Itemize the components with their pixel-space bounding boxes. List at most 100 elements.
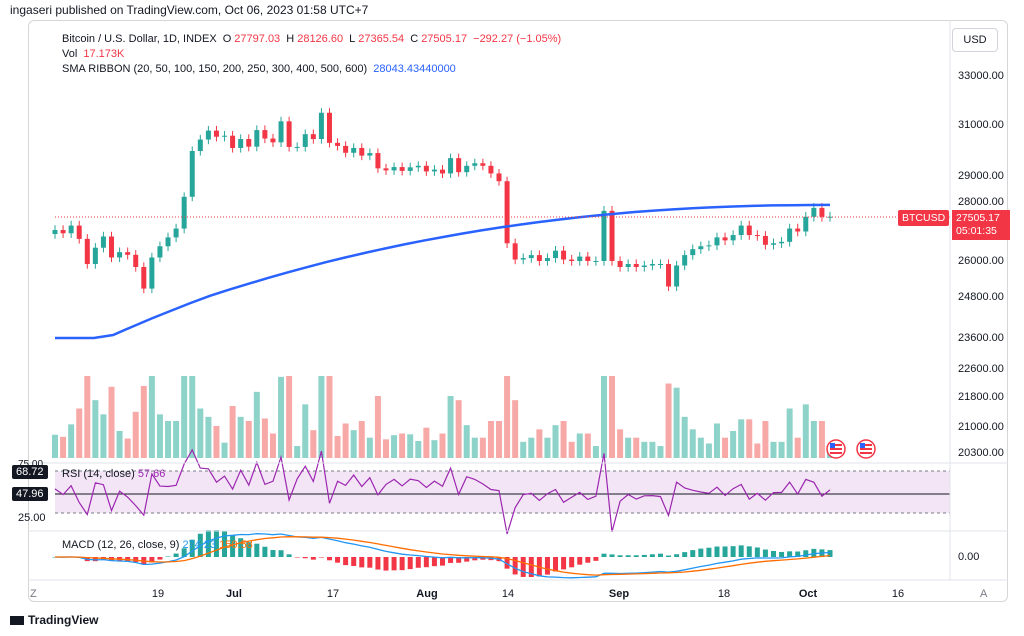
volume-bar bbox=[479, 437, 486, 458]
macd-hist-bar bbox=[625, 555, 631, 557]
candle-body bbox=[585, 256, 591, 261]
candle-body bbox=[383, 168, 389, 171]
price-tick: 21800.00 bbox=[958, 391, 1004, 403]
macd-hist-bar bbox=[165, 556, 171, 557]
change-value: −292.27 (−1.05%) bbox=[473, 33, 562, 45]
macd-hist-bar bbox=[504, 557, 510, 569]
volume-bar bbox=[673, 387, 680, 458]
volume-bar bbox=[681, 416, 688, 458]
macd-hist-bar bbox=[585, 557, 591, 563]
candle-body bbox=[407, 167, 413, 171]
candle-body bbox=[351, 147, 357, 153]
price-tick: 23600.00 bbox=[958, 332, 1004, 344]
macd-hist-bar bbox=[205, 530, 211, 557]
candle-body bbox=[222, 135, 228, 137]
candle-body bbox=[189, 151, 195, 197]
macd-hist-bar bbox=[472, 557, 478, 561]
macd-legend[interactable]: MACD (12, 26, close, 9) 274.23 150.58 bbox=[62, 539, 253, 551]
volume-bar bbox=[197, 408, 204, 458]
volume-bar bbox=[366, 437, 373, 458]
candle-body bbox=[520, 258, 526, 260]
price-tick: 24800.00 bbox=[958, 291, 1004, 303]
macd-hist-bar bbox=[698, 548, 704, 557]
macd-hist-bar bbox=[407, 557, 413, 570]
price-tick: 21000.00 bbox=[958, 421, 1004, 433]
candle-body bbox=[528, 255, 534, 259]
price-badge-value: 27505.17 bbox=[956, 212, 1000, 224]
zoom-button[interactable]: Z bbox=[30, 588, 37, 600]
volume-bar bbox=[108, 386, 115, 458]
rsi-legend[interactable]: RSI (14, close) 57.66 bbox=[62, 468, 165, 480]
volume-bar bbox=[116, 431, 123, 458]
macd-hist-bar bbox=[326, 557, 332, 561]
macd-hist-bar bbox=[286, 554, 292, 557]
low-value: 27365.54 bbox=[358, 33, 405, 45]
volume-bar bbox=[399, 433, 406, 458]
macd-hist-bar bbox=[617, 555, 623, 557]
volume-bars bbox=[52, 376, 833, 458]
macd-hist-bar bbox=[561, 557, 567, 570]
macd-hist-bar bbox=[423, 557, 429, 568]
time-tick: 14 bbox=[501, 588, 515, 600]
macd-hist-bar bbox=[222, 531, 228, 557]
macd-hist-bar bbox=[448, 557, 454, 563]
low-label: L bbox=[349, 33, 356, 45]
auto-scale-button[interactable]: A bbox=[980, 588, 988, 600]
candle-body bbox=[480, 163, 486, 166]
candle-body bbox=[431, 169, 437, 172]
candle-body bbox=[795, 228, 801, 232]
macd-hist-bar bbox=[391, 557, 397, 571]
sma-ribbon-label[interactable]: SMA RIBBON (20, 50, 100, 150, 200, 250, … bbox=[62, 63, 368, 75]
macd-hist-bar bbox=[213, 530, 219, 557]
candle-body bbox=[92, 247, 98, 264]
macd-hist-bar bbox=[415, 557, 421, 568]
currency-button[interactable]: USD bbox=[952, 28, 998, 52]
candle-body bbox=[649, 264, 655, 266]
candle-body bbox=[754, 235, 760, 237]
volume-bar bbox=[471, 437, 478, 458]
volume-bar bbox=[722, 437, 729, 458]
volume-bar bbox=[415, 441, 422, 458]
volume-bar bbox=[391, 435, 398, 458]
price-tick: 20300.00 bbox=[958, 447, 1004, 459]
candle-body bbox=[68, 225, 74, 234]
volume-bar bbox=[132, 411, 139, 458]
candle-body bbox=[117, 252, 123, 258]
candle-body bbox=[415, 165, 421, 168]
volume-bar bbox=[374, 396, 381, 458]
macd-hist-bar bbox=[133, 557, 139, 563]
volume-bar bbox=[818, 421, 825, 458]
macd-hist-bar bbox=[787, 551, 793, 557]
close-label: C bbox=[410, 33, 419, 45]
volume-bar bbox=[229, 406, 236, 458]
macd-hist-bar bbox=[254, 543, 260, 557]
volume-bar bbox=[334, 436, 341, 458]
macd-hist-bar bbox=[92, 557, 98, 562]
candle-body bbox=[294, 146, 300, 148]
volume-bar bbox=[318, 376, 325, 458]
candle-body bbox=[52, 230, 58, 235]
macd-hist-bar bbox=[738, 545, 744, 557]
open-value: 27797.03 bbox=[234, 33, 281, 45]
candle-body bbox=[278, 121, 284, 143]
macd-hist-bar bbox=[528, 557, 534, 578]
candle-body bbox=[423, 165, 429, 172]
high-label: H bbox=[286, 33, 295, 45]
volume-bar bbox=[407, 434, 414, 458]
rsi-label: RSI (14, close) bbox=[62, 468, 135, 480]
candle-body bbox=[213, 130, 219, 137]
volume-bar bbox=[665, 383, 672, 458]
macd-hist-bar bbox=[262, 546, 268, 557]
macd-hist-bar bbox=[577, 557, 583, 565]
signal-value: 150.58 bbox=[219, 539, 253, 551]
chart-legend: Bitcoin / U.S. Dollar, 1D, INDEX O 27797.… bbox=[62, 32, 564, 77]
volume-bar bbox=[221, 442, 228, 458]
price-badge: 27505.17 05:01:35 bbox=[952, 210, 1010, 240]
time-tick: 19 bbox=[151, 588, 165, 600]
volume-bar bbox=[810, 421, 817, 458]
symbol-title[interactable]: Bitcoin / U.S. Dollar, 1D, INDEX bbox=[62, 33, 217, 45]
volume-label[interactable]: Vol bbox=[62, 48, 78, 60]
macd-hist-bar bbox=[633, 555, 639, 557]
volume-bar bbox=[76, 408, 83, 458]
